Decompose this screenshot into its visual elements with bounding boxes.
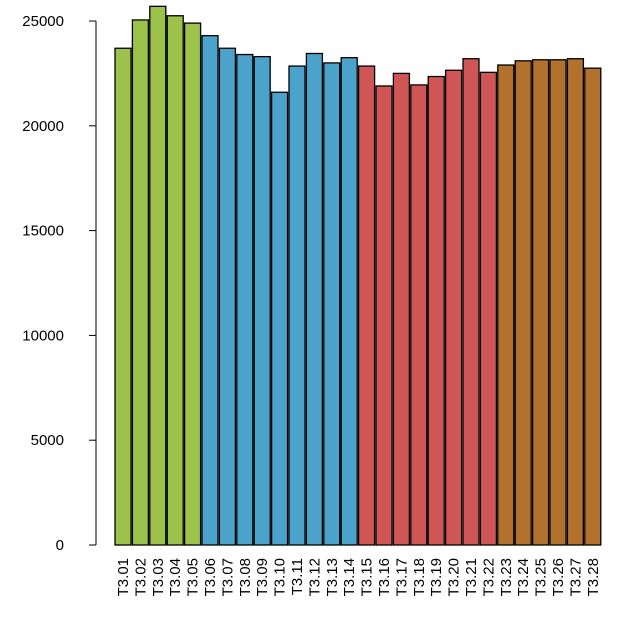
x-tick-label: T3.18 [411, 558, 428, 596]
bar-t3-20 [444, 69, 463, 546]
y-tick-label: 10000 [22, 327, 64, 344]
x-tick-label: T3.25 [533, 558, 550, 596]
x-tick-label: T3.13 [324, 558, 341, 596]
x-tick-label: T3.16 [376, 558, 393, 596]
bar-t3-23 [497, 64, 515, 546]
y-tick-label: 25000 [22, 13, 64, 30]
x-tick-label: T3.20 [446, 558, 463, 596]
bar-t3-14 [340, 57, 358, 546]
bar-t3-01 [114, 47, 132, 546]
bar-t3-12 [305, 52, 324, 546]
x-tick-label: T3.12 [306, 558, 323, 596]
bar-t3-21 [462, 58, 480, 546]
bar-t3-24 [514, 60, 532, 546]
x-tick-label: T3.04 [167, 558, 184, 596]
bar-t3-18 [410, 84, 428, 546]
bars-group [114, 5, 602, 546]
bar-t3-25 [531, 59, 550, 546]
x-tick-label: T3.06 [202, 558, 219, 596]
bar-t3-09 [253, 55, 271, 546]
x-tick-label: T3.21 [463, 558, 480, 596]
bar-t3-07 [218, 47, 237, 546]
bar-t3-05 [183, 22, 202, 546]
x-tick-label: T3.01 [115, 558, 132, 596]
x-tick-label: T3.23 [498, 558, 515, 596]
y-tick-label: 0 [56, 537, 64, 554]
x-tick-label: T3.19 [428, 558, 445, 596]
bar-t3-02 [131, 19, 150, 546]
y-tick-label: 15000 [22, 223, 64, 240]
x-tick-label: T3.26 [550, 558, 567, 596]
x-tick-label: T3.22 [480, 558, 497, 596]
bar-t3-22 [479, 71, 498, 546]
x-tick-label: T3.09 [254, 558, 271, 596]
bar-t3-13 [323, 62, 341, 546]
bar-t3-17 [392, 72, 411, 546]
y-axis: 0 5000 10000 15000 20000 25000 [22, 13, 97, 554]
x-tick-label: T3.03 [150, 558, 167, 596]
x-tick-label: T3.28 [585, 558, 602, 596]
x-tick-labels: T3.01 T3.02 T3.03 T3.04 T3.05 T3.06 T3.07 T3.08… [115, 558, 602, 596]
bar-t3-27 [566, 58, 585, 546]
y-tick-label: 5000 [31, 432, 64, 449]
x-tick-label: T3.11 [289, 558, 306, 595]
x-tick-label: T3.10 [272, 558, 289, 596]
x-tick-label: T3.14 [341, 558, 358, 596]
x-tick-label: T3.27 [567, 558, 584, 596]
bar-t3-28 [584, 67, 602, 546]
x-tick-label: T3.24 [515, 558, 532, 596]
x-tick-label: T3.08 [237, 558, 254, 596]
bar-t3-26 [549, 59, 567, 546]
bar-t3-10 [270, 91, 289, 546]
bar-t3-16 [375, 85, 393, 546]
bar-t3-06 [201, 35, 219, 546]
bar-t3-04 [166, 15, 184, 546]
x-tick-label: T3.15 [359, 558, 376, 596]
bar-t3-15 [357, 65, 376, 546]
x-tick-label: T3.05 [185, 558, 202, 596]
bar-t3-11 [288, 65, 306, 546]
x-tick-label: T3.17 [393, 558, 410, 596]
y-tick-label: 20000 [22, 118, 64, 135]
bar-t3-19 [427, 75, 445, 546]
x-tick-label: T3.07 [219, 558, 236, 596]
bar-t3-08 [236, 53, 254, 546]
x-tick-label: T3.02 [132, 558, 149, 596]
bar-t3-03 [149, 5, 167, 546]
